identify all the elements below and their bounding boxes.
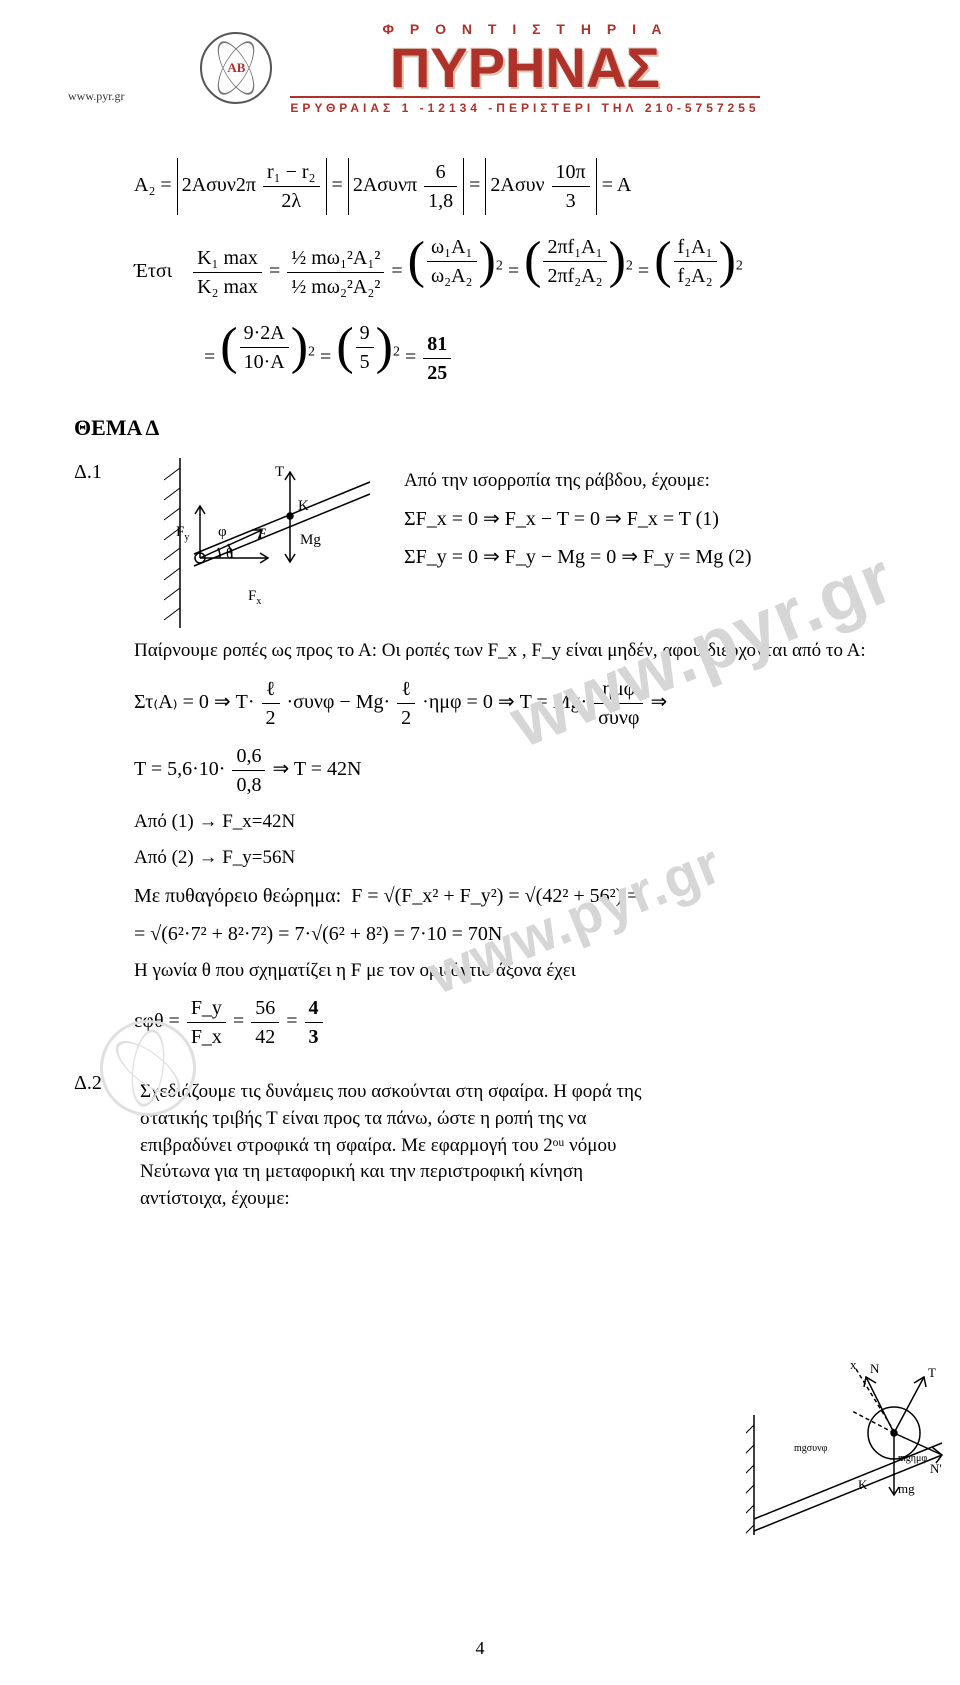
svg-text:mgημφ: mgημφ [898, 1453, 927, 1464]
etsi-label: Έτσι [134, 260, 172, 282]
eq-a2-lhs: A₂ = [134, 174, 172, 196]
page-number: 4 [0, 1636, 960, 1661]
d2-text: Σχεδιάζουμε τις δυνάμεις που ασκούνται σ… [140, 1079, 670, 1212]
d1-torque-text: Παίρνουμε ροπές ως προς το Α: Οι ροπές τ… [134, 638, 876, 665]
content: A₂ = 2Ασυν2π r₁ − r₂2λ = 2Ασυνπ 61,8 = 2… [34, 140, 926, 1222]
svg-text:mgσυνφ: mgσυνφ [794, 1443, 828, 1454]
d1-angle-text: Η γωνία θ που σχηματίζει η F με τον οριζ… [134, 958, 876, 985]
logo-block: Φ Ρ Ο Ν Τ Ι Σ Τ Η Ρ Ι Α ΠΥΡΗΝΑΣ ΕΡΥΘΡΑΙΑ… [290, 20, 759, 116]
svg-text:Fx: Fx [248, 588, 261, 607]
eq-ratio: Έτσι K₁ maxK₂ max = ½ mω₁²A₁²½ mω₂²A₂² =… [134, 225, 876, 301]
svg-text:N': N' [930, 1461, 942, 1476]
svg-text:mg: mg [898, 1481, 915, 1496]
header: AB Φ Ρ Ο Ν Τ Ι Σ Τ Η Ρ Ι Α ΠΥΡΗΝΑΣ ΕΡΥΘΡ… [34, 20, 926, 116]
d1-eq2: ΣF_y = 0 ⇒ F_y − Mg = 0 ⇒ F_y = Mg (2) [404, 543, 876, 571]
d2-row: Δ.2 Σχεδιάζουμε τις δυνάμεις που ασκούντ… [134, 1069, 876, 1222]
atom-label: AB [227, 59, 245, 77]
d1-equations: Από την ισορροπία της ράβδου, έχουμε: ΣF… [404, 458, 876, 581]
d1-from2: Από (2) → F_y=56N [134, 845, 876, 872]
d1-row: Δ.1 [134, 458, 876, 628]
svg-text:N: N [870, 1361, 880, 1376]
eq-a2: A₂ = 2Ασυν2π r₁ − r₂2λ = 2Ασυνπ 61,8 = 2… [134, 158, 876, 215]
atom-icon: AB [200, 32, 272, 104]
svg-text:T: T [928, 1365, 936, 1380]
svg-text:Mg: Mg [300, 532, 321, 548]
header-url: www.pyr.gr [68, 88, 125, 105]
eq-ratio-result: = 9·2A10·A2 = 952 = 8125 [204, 311, 876, 387]
svg-text:K: K [298, 498, 309, 514]
d1-eq1: ΣF_x = 0 ⇒ F_x − T = 0 ⇒ F_x = T (1) [404, 505, 876, 533]
d1-torque-eq: Στ₍A₎ = 0 ⇒ T· ℓ2 ·συνφ − Mg· ℓ2 ·ημφ = … [134, 675, 876, 732]
d1-from1: Από (1) → F_x=42N [134, 809, 876, 836]
heading-thema-d: ΘΕΜΑ Δ [74, 413, 876, 444]
svg-text:φ: φ [218, 524, 227, 540]
svg-text:T: T [275, 464, 284, 480]
d1-intro: Από την ισορροπία της ράβδου, έχουμε: [404, 468, 876, 495]
svg-text:F: F [258, 526, 266, 542]
svg-text:x: x [850, 1357, 857, 1372]
logo-address: ΕΡΥΘΡΑΙΑΣ 1 -12134 -ΠΕΡΙΣΤΕΡΙ ΤΗΛ 210-57… [290, 96, 759, 117]
svg-text:Fy: Fy [176, 524, 189, 543]
logo-name: ΠΥΡΗΝΑΣ [390, 40, 660, 96]
d1-label: Δ.1 [74, 458, 116, 486]
d1-diagram: T K F Mg Fy Fx φ θ [140, 458, 380, 628]
page: www.pyr.gr www.pyr.gr www.pyr.gr AB Φ Ρ … [0, 0, 960, 1685]
d2-label: Δ.2 [74, 1069, 116, 1097]
d2-diagram: x N T K N' mg mgσυνφ mgημφ [746, 1355, 946, 1545]
d1-pyth2: = √(6²·7² + 8²·7²) = 7·√(6² + 8²) = 7·10… [134, 920, 876, 948]
d1-angle-eq: εφθ = F_yF_x = 5642 = 43 [134, 994, 876, 1051]
svg-text:θ: θ [226, 546, 233, 562]
svg-text:K: K [858, 1477, 868, 1492]
d1-pyth1: Με πυθαγόρειο θεώρημα: F = √(F_x² + F_y²… [134, 882, 876, 910]
d1-t-numeric: T = 5,6·10· 0,60,8 ⇒ T = 42N [134, 742, 876, 799]
